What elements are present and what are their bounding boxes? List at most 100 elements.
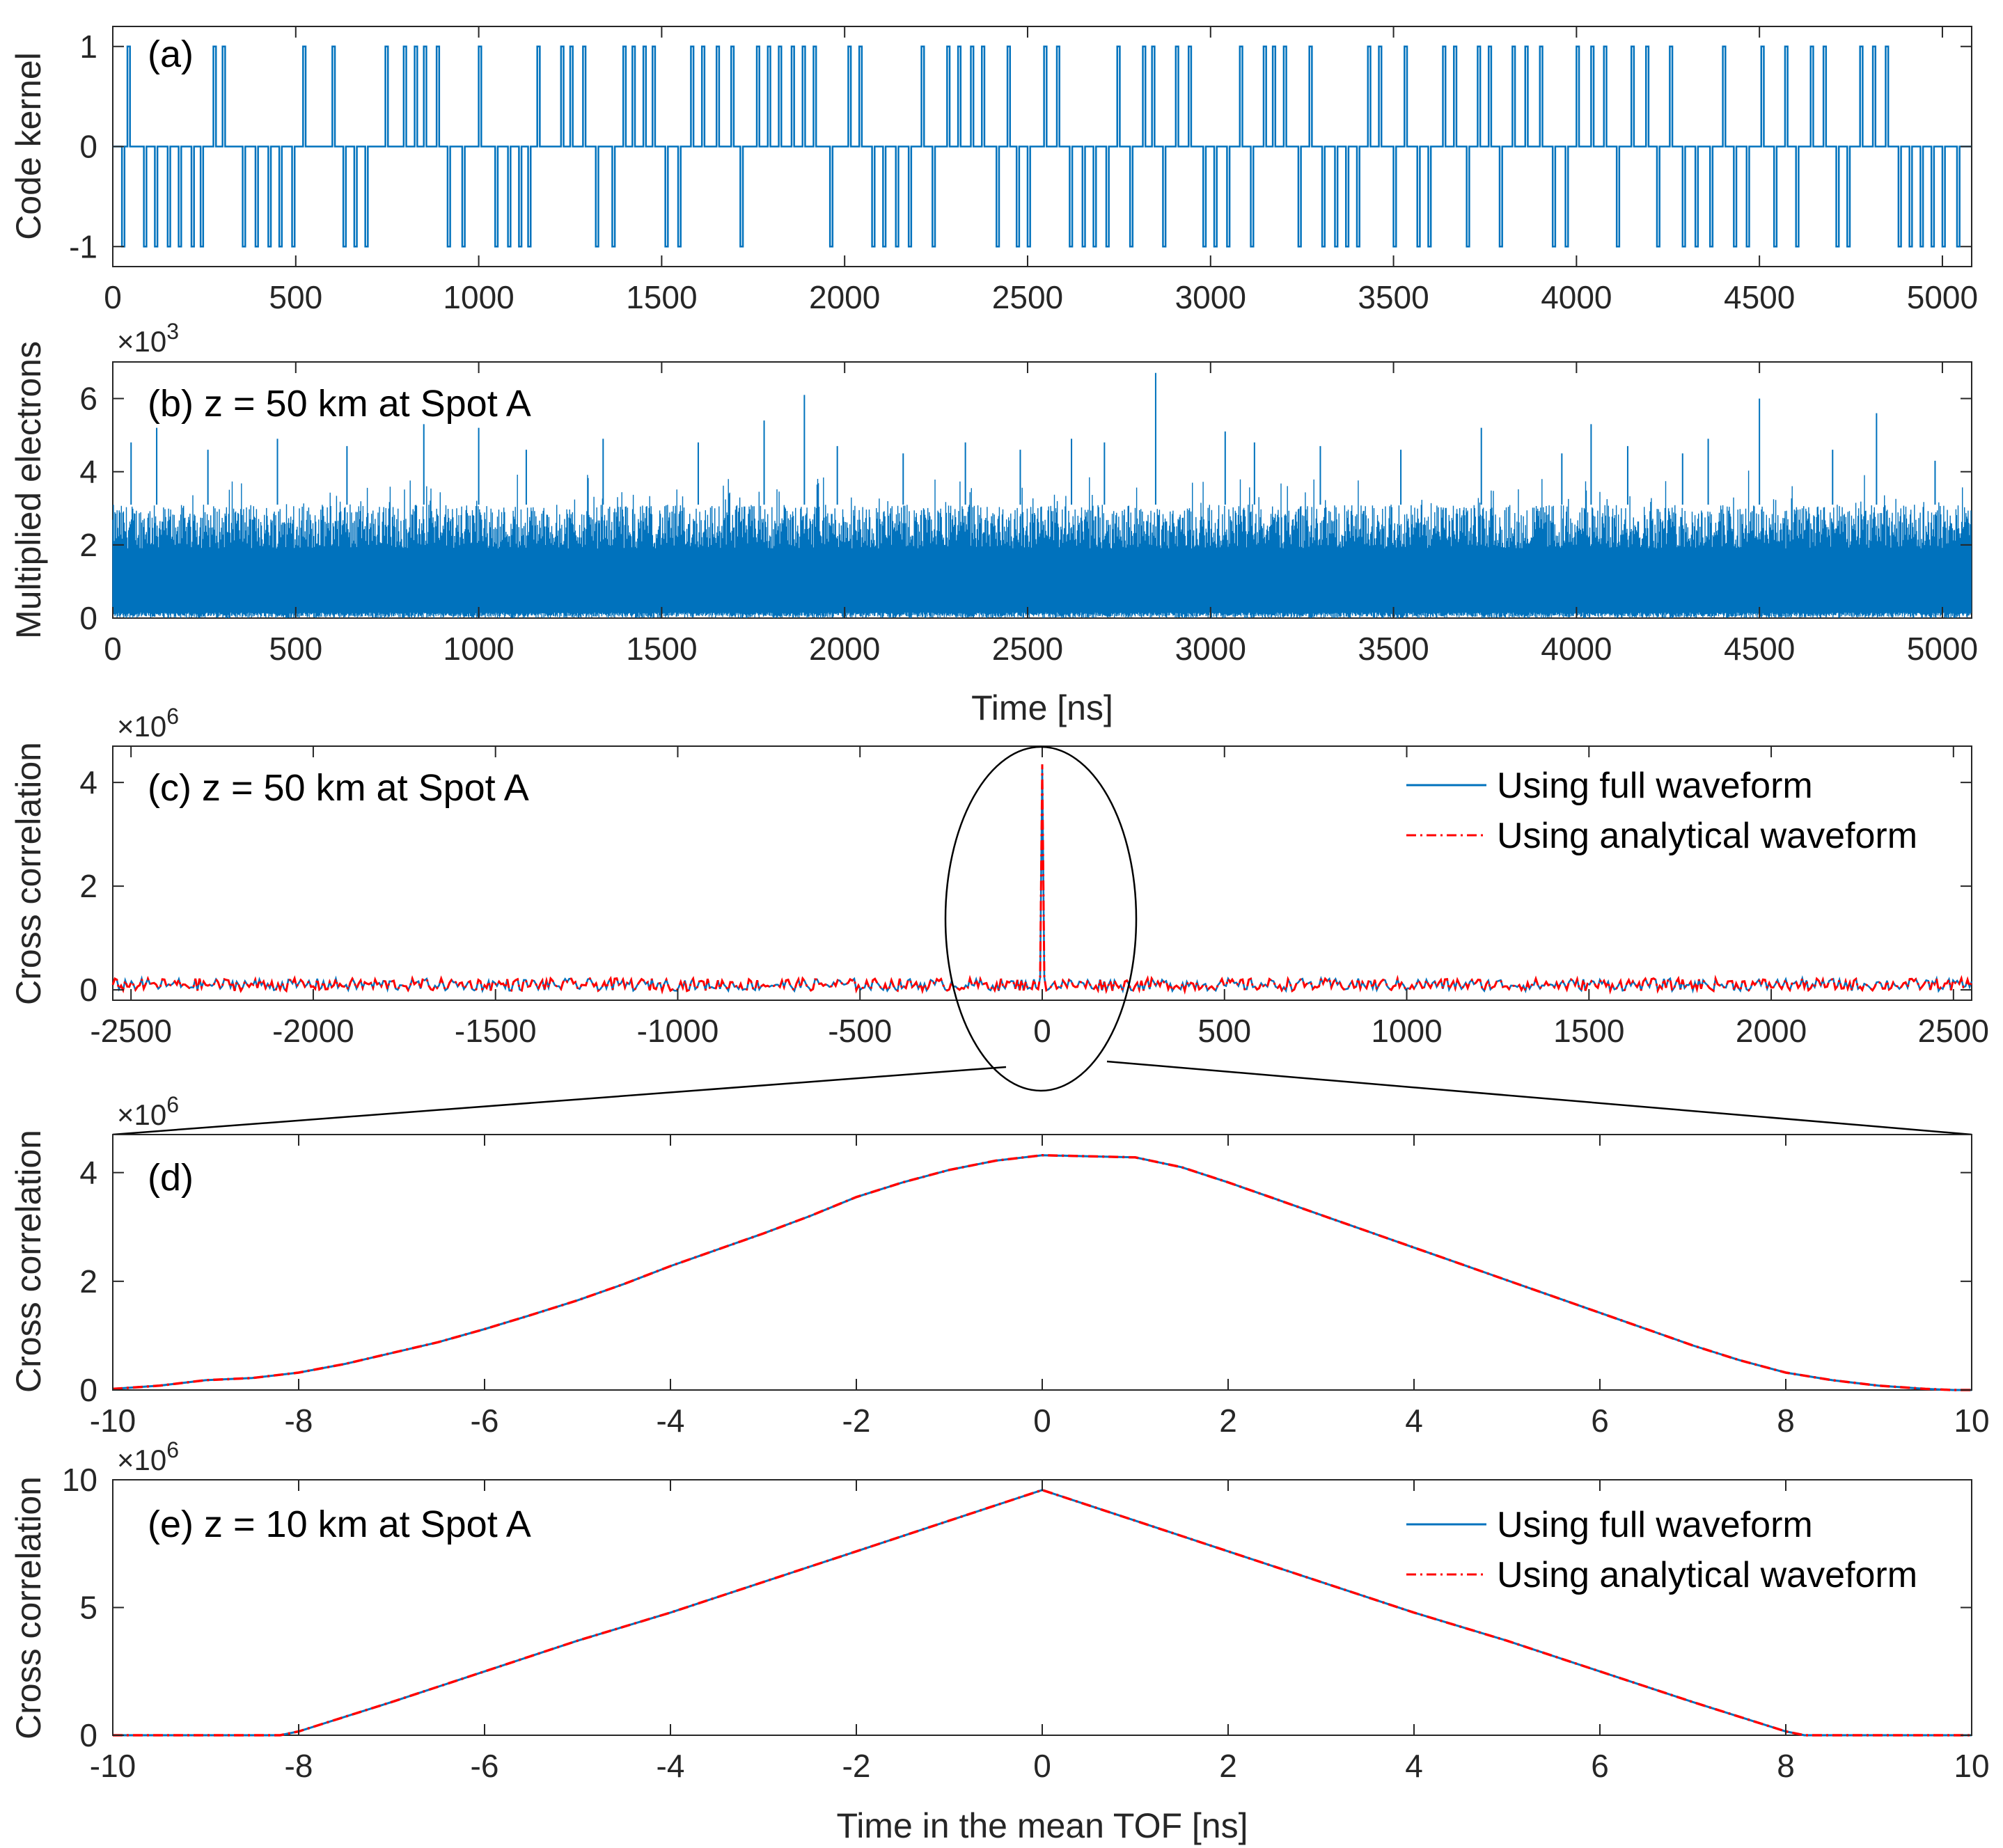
x-tick-label: -4 (657, 1403, 685, 1439)
y-tick-label: 2 (79, 868, 97, 904)
x-tick-label: 2000 (809, 631, 880, 667)
y-tick-label: 0 (79, 972, 97, 1008)
panel-label-d: (d) (148, 1157, 194, 1199)
x-tick-label: 1000 (443, 279, 514, 315)
legend-e-label-full: Using full waveform (1497, 1505, 1813, 1545)
x-tick-label: 4000 (1541, 631, 1612, 667)
x-tick-label: -6 (471, 1748, 499, 1784)
ticks-b: 0 500 1000 1500 2000 2500 3000 3500 4000 4500 5000… (79, 362, 1978, 667)
x-tick-label: 4 (1405, 1748, 1423, 1784)
x-tick-label: 0 (104, 279, 122, 315)
x-tick-label: 2500 (992, 631, 1063, 667)
x-tick-label: 1500 (1553, 1013, 1624, 1049)
x-tick-label: -2 (842, 1748, 871, 1784)
series-full-waveform (112, 1154, 1972, 1391)
x-tick-label: 1000 (1371, 1013, 1442, 1049)
zoom-ellipse (944, 745, 1138, 1092)
x-tick-label: -2500 (90, 1013, 172, 1049)
y-tick-label: 2 (79, 1263, 97, 1300)
y-tick-label: 4 (79, 454, 97, 490)
xlabel-e: Time in the mean TOF [ns] (837, 1806, 1248, 1845)
legend-c-label-analytical: Using analytical waveform (1497, 816, 1917, 856)
x-tick-label: -6 (471, 1403, 499, 1439)
x-tick-label: 0 (104, 631, 122, 667)
legend-e: Using full waveform Using analytical wav… (1406, 1505, 1917, 1595)
panel-d: -10 -8 -6 -4 -2 0 2 4 6 8 10 0 2 4 ×106 (d) Cross cor… (9, 1092, 1990, 1439)
x-tick-label: -1000 (637, 1013, 719, 1049)
panel-label-b: (b) z = 50 km at Spot A (148, 383, 531, 425)
series-b-lines (112, 372, 1972, 618)
x-tick-label: -1500 (455, 1013, 537, 1049)
y-tick-label: 6 (79, 381, 97, 417)
x-tick-label: -4 (657, 1748, 685, 1784)
x-tick-label: -500 (828, 1013, 892, 1049)
x-tick-label: 1500 (626, 279, 697, 315)
series-electrons (112, 471, 1972, 618)
ylabel-d: Cross correlation (9, 1130, 48, 1393)
x-tick-label: -8 (285, 1403, 313, 1439)
x-tick-label: -8 (285, 1748, 313, 1784)
x-tick-label: 3500 (1358, 631, 1429, 667)
ticks-e: -10 -8 -6 -4 -2 0 2 4 6 8 10 0 5 10 (62, 1462, 1990, 1784)
exponent-b: ×103 (117, 319, 179, 358)
series-analytical-waveform (113, 1488, 1972, 1737)
zoom-line-right (1106, 1060, 1972, 1136)
y-tick-label: 1 (79, 29, 97, 65)
exponent-d: ×106 (117, 1092, 179, 1131)
x-tick-label: 2500 (1918, 1013, 1989, 1049)
x-tick-label: 10 (1954, 1403, 1989, 1439)
exponent-b-power: 3 (166, 319, 179, 344)
ticks-d: -10 -8 -6 -4 -2 0 2 4 6 8 10 0 2 4 (79, 1135, 1990, 1439)
x-tick-label: 6 (1591, 1748, 1609, 1784)
x-tick-label: 8 (1777, 1748, 1795, 1784)
legend-e-label-analytical: Using analytical waveform (1497, 1555, 1917, 1595)
axes-box-d (112, 1134, 1972, 1391)
x-tick-label: 4500 (1724, 631, 1795, 667)
ylabel-a: Code kernel (9, 52, 48, 240)
x-tick-label: 10 (1954, 1748, 1989, 1784)
y-tick-label: 0 (79, 600, 97, 636)
legend-c-label-full: Using full waveform (1497, 766, 1813, 806)
x-tick-label: -2000 (272, 1013, 354, 1049)
y-tick-label: 0 (79, 1717, 97, 1753)
x-tick-label: 6 (1591, 1403, 1609, 1439)
x-tick-label: 500 (1197, 1013, 1251, 1049)
panel-e: -10 -8 -6 -4 -2 0 2 4 6 8 10 0 5 10 ×106 (e) z = 10 k… (9, 1437, 1990, 1845)
x-tick-label: 0 (1033, 1748, 1051, 1784)
panel-c: -2500 -2000 -1500 -1000 -500 0 500 1000 1500 2000… (9, 704, 1989, 1136)
series-a-lines (113, 45, 1972, 248)
x-tick-label: 1500 (626, 631, 697, 667)
x-tick-label: 4 (1405, 1403, 1423, 1439)
x-tick-label: 3500 (1358, 279, 1429, 315)
y-tick-label: 5 (79, 1590, 97, 1626)
panel-b: 0 500 1000 1500 2000 2500 3000 3500 4000 4500 5000… (9, 319, 1978, 727)
x-tick-label: 0 (1033, 1013, 1051, 1049)
y-tick-label: 0 (79, 129, 97, 165)
x-tick-label: 2000 (809, 279, 880, 315)
xlabel-b: Time [ns] (971, 688, 1113, 727)
x-tick-label: 0 (1033, 1403, 1051, 1439)
x-tick-label: 8 (1777, 1403, 1795, 1439)
x-tick-label: -2 (842, 1403, 871, 1439)
series-c-lines (111, 764, 1973, 995)
x-tick-label: 2 (1219, 1403, 1237, 1439)
zoom-line-left (112, 1066, 1007, 1136)
panel-label-a: (a) (148, 33, 194, 75)
x-tick-label: -10 (90, 1748, 136, 1784)
x-tick-label: 2500 (992, 279, 1063, 315)
x-tick-label: 500 (269, 631, 322, 667)
exponent-c-power: 6 (166, 704, 179, 729)
x-tick-label: 5000 (1907, 631, 1978, 667)
y-tick-label: 4 (79, 764, 97, 800)
y-tick-label: 2 (79, 527, 97, 563)
x-tick-label: 4000 (1541, 279, 1612, 315)
exponent-d-power: 6 (166, 1092, 179, 1117)
x-tick-label: 4500 (1724, 279, 1795, 315)
series-analytical-waveform (111, 764, 1973, 995)
series-d-lines (112, 1153, 1972, 1391)
y-tick-label: 10 (62, 1462, 97, 1498)
x-tick-label: 5000 (1907, 279, 1978, 315)
exponent-e-power: 6 (166, 1437, 179, 1462)
x-tick-label: 2 (1219, 1748, 1237, 1784)
